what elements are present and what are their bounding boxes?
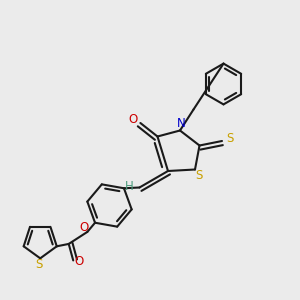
Text: O: O xyxy=(80,221,89,234)
Text: H: H xyxy=(124,179,134,193)
Text: S: S xyxy=(195,169,202,182)
Text: O: O xyxy=(74,255,83,268)
Text: O: O xyxy=(128,113,137,126)
Text: S: S xyxy=(226,132,233,145)
Text: N: N xyxy=(177,117,186,130)
Text: S: S xyxy=(35,258,42,272)
